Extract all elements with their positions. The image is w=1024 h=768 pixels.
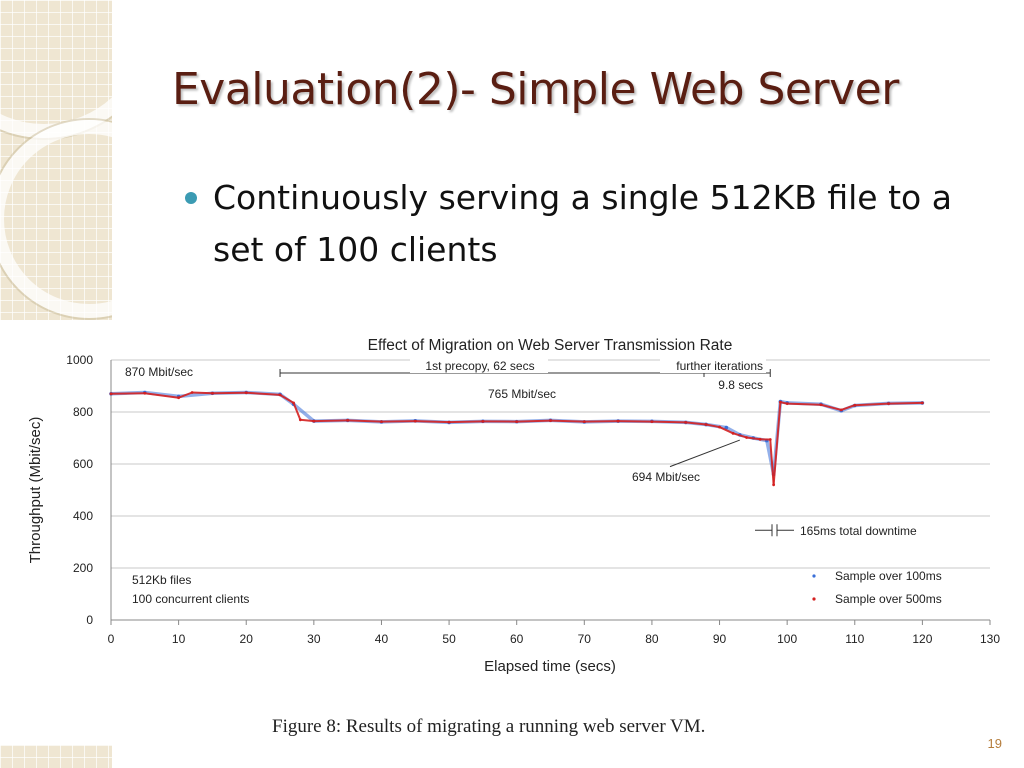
x-tick-label: 0 — [108, 632, 115, 646]
series-line-segment — [820, 403, 842, 411]
axis-layer: 0 200 400 600 800 1000 0 10 20 30 40 50 60 70 80 90 100 1… — [66, 353, 1000, 646]
series-line-segment — [618, 420, 652, 423]
series-line-segment — [584, 420, 619, 423]
annotation-label-background — [120, 363, 212, 380]
series-line-segment — [769, 439, 775, 485]
annotation-files: 512Kb files — [132, 573, 191, 587]
series-line-segment — [516, 419, 551, 423]
annotation-layer: 870 Mbit/sec 1st precopy, 62 secs further … — [120, 358, 942, 606]
throughput-chart: Effect of Migration on Web Server Transm… — [27, 337, 1000, 675]
chart-legend: Sample over 100ms Sample over 500ms — [812, 569, 942, 606]
series-line-segment — [178, 391, 193, 399]
x-tick-label: 50 — [442, 632, 456, 646]
x-tick-label: 40 — [375, 632, 389, 646]
series-line-segment — [732, 432, 747, 439]
x-tick-label: 20 — [240, 632, 254, 646]
series-line-segment — [292, 402, 315, 423]
series-line-segment — [246, 391, 281, 396]
y-tick-label: 400 — [73, 509, 93, 523]
annotation-9-8-secs: 9.8 secs — [718, 378, 763, 392]
series-line-segment — [888, 401, 923, 405]
decorative-strip — [0, 0, 112, 320]
series-line-segment — [313, 419, 348, 423]
annotation-clients: 100 concurrent clients — [132, 592, 249, 606]
annotation-downtime: 165ms total downtime — [800, 524, 917, 538]
series-line-segment — [854, 402, 889, 407]
x-tick-label: 10 — [172, 632, 186, 646]
series-line-segment — [746, 436, 761, 441]
y-axis-label: Throughput (Mbit/sec) — [27, 417, 44, 564]
annotation-further-iterations: further iterations — [676, 359, 763, 373]
decorative-ring — [0, 0, 112, 138]
bullet-text: Continuously serving a single 512KB file… — [213, 178, 952, 269]
y-tick-label: 1000 — [66, 353, 93, 367]
x-tick-label: 60 — [510, 632, 524, 646]
series-line-segment — [651, 420, 686, 424]
series-line-segment — [415, 420, 450, 424]
slide-title: Evaluation(2)- Simple Web Server — [172, 64, 899, 115]
series-line-segment — [772, 402, 782, 485]
series-line-segment — [550, 419, 585, 423]
x-tick-label: 90 — [713, 632, 727, 646]
legend-marker — [812, 597, 816, 601]
data-point — [920, 401, 924, 405]
annotation-765: 765 Mbit/sec — [488, 387, 556, 401]
series-line-segment — [144, 392, 179, 399]
legend-marker — [812, 574, 816, 578]
series-line-segment — [279, 393, 295, 404]
series-line-segment — [685, 421, 707, 426]
series-line-segment — [381, 420, 416, 423]
x-tick-label: 130 — [980, 632, 1000, 646]
chart-title: Effect of Migration on Web Server Transm… — [368, 337, 733, 354]
series-line-segment — [705, 423, 720, 429]
legend-label: Sample over 100ms — [835, 569, 942, 583]
y-tick-label: 800 — [73, 405, 93, 419]
y-tick-label: 200 — [73, 561, 93, 575]
bullet-dot-icon — [185, 192, 197, 204]
series-line-segment — [840, 404, 856, 411]
x-axis-label: Elapsed time (secs) — [484, 658, 616, 675]
series-line-segment — [347, 419, 382, 423]
annotation-precopy: 1st precopy, 62 secs — [425, 359, 534, 373]
series-line-segment — [449, 420, 483, 424]
bullet-item: Continuously serving a single 512KB file… — [185, 172, 975, 276]
decorative-strip-bottom — [0, 745, 112, 768]
series-line-segment — [787, 402, 821, 406]
annotation-pointer — [669, 439, 741, 468]
x-tick-label: 30 — [307, 632, 321, 646]
series-line-segment — [212, 391, 247, 395]
figure-caption: Figure 8: Results of migrating a running… — [272, 716, 706, 737]
legend-label: Sample over 500ms — [835, 592, 942, 606]
series-line-segment — [300, 418, 314, 423]
annotation-label-background — [410, 358, 548, 373]
series-line-segment — [292, 402, 302, 421]
x-tick-label: 120 — [912, 632, 932, 646]
decorative-ring — [0, 120, 112, 318]
series-line-segment — [719, 426, 734, 435]
annotation-label-background — [480, 386, 566, 401]
y-tick-label: 600 — [73, 457, 93, 471]
annotation-label-background — [660, 358, 766, 373]
annotation-870: 870 Mbit/sec — [125, 365, 193, 379]
series-line-segment — [192, 391, 213, 395]
series-500ms — [109, 391, 924, 487]
y-tick-label: 0 — [86, 613, 93, 627]
series-layer — [109, 390, 925, 487]
series-line-segment — [110, 392, 145, 395]
x-tick-label: 100 — [777, 632, 797, 646]
page-number: 19 — [987, 736, 1002, 751]
x-tick-label: 70 — [578, 632, 592, 646]
x-tick-label: 110 — [845, 632, 864, 646]
annotation-694: 694 Mbit/sec — [632, 470, 700, 484]
x-tick-label: 80 — [645, 632, 659, 646]
